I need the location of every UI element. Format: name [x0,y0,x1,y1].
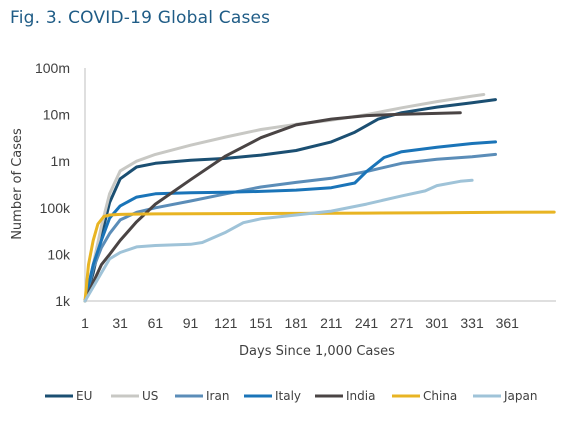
x-tick-label: 331 [460,315,484,331]
series-line-china [83,210,556,303]
y-tick-label: 1m [51,153,70,169]
series-line-italy [83,140,497,303]
x-tick-label: 91 [183,315,199,331]
x-tick-labels: 1 31 61 91 121 151 181 211 241 271 301 331 361 [81,315,519,331]
legend-item-china: China [392,389,457,403]
y-tick-label: 100k [40,200,71,216]
legend-label: India [346,389,375,403]
series-line-eu [83,98,497,303]
legend-label: China [423,389,457,403]
legend-label: Iran [206,389,229,403]
legend-item-italy: Italy [244,389,301,403]
series-line-india [83,111,462,303]
x-tick-label: 31 [112,315,128,331]
series-line-iran [83,152,497,303]
legend-label: Japan [503,389,537,403]
legend-item-iran: Iran [175,389,229,403]
y-tick-label: 10m [43,107,70,123]
y-tick-labels: 1k 10k 100k 1m 10m 100m [35,60,71,309]
x-tick-label: 181 [284,315,308,331]
series-line-japan [83,178,474,303]
chart-title: Fig. 3. COVID-19 Global Cases [10,8,271,28]
x-tick-label: 151 [249,315,273,331]
legend-item-japan: Japan [473,389,537,403]
legend-label: Italy [275,389,301,403]
legend-item-india: India [315,389,375,403]
x-tick-label: 271 [390,315,414,331]
legend: EU US Iran Italy India China Japan [45,389,537,403]
legend-label: US [142,389,158,403]
x-tick-label: 121 [214,315,238,331]
legend-item-eu: EU [45,389,92,403]
x-axis-label: Days Since 1,000 Cases [239,344,395,359]
x-tick-label: 241 [355,315,379,331]
x-tick-label: 1 [81,315,89,331]
x-tick-label: 361 [496,315,520,331]
y-tick-label: 100m [35,60,70,76]
legend-label: EU [76,389,92,403]
series-lines [83,93,556,303]
x-tick-label: 61 [148,315,164,331]
y-tick-label: 10k [47,246,71,262]
y-tick-label: 1k [55,293,71,309]
x-tick-label: 211 [320,315,343,331]
x-tick-label: 301 [425,315,449,331]
y-axis-label: Number of Cases [10,128,25,240]
legend-item-us: US [111,389,158,403]
axes [84,68,556,302]
series-line-us [83,93,486,303]
